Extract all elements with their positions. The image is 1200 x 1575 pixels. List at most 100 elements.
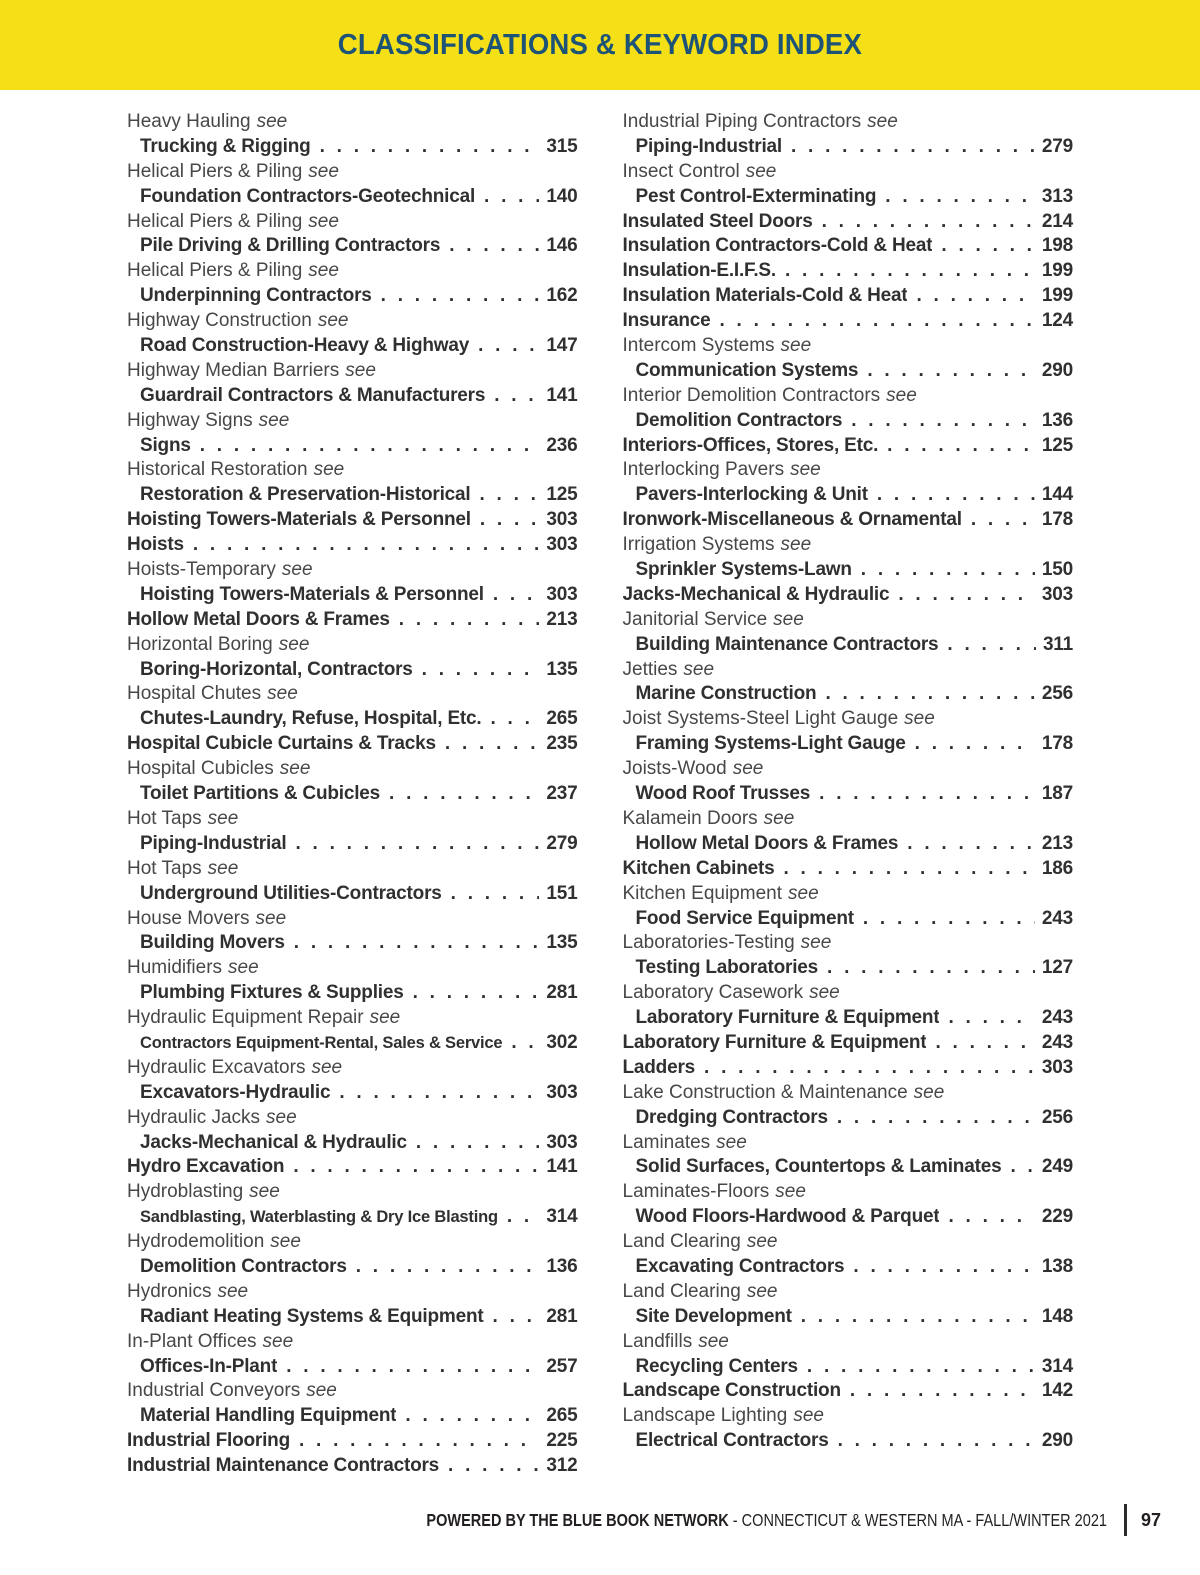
index-entry: Pest Control-Exterminating 313: [623, 186, 1074, 211]
index-cross-reference: Hot Taps see: [127, 858, 578, 883]
index-cross-reference: Kitchen Equipment see: [623, 883, 1074, 908]
dot-leader: [339, 1082, 539, 1104]
entry-label: Pavers-Interlocking & Unit: [635, 484, 868, 506]
term-label: Laminates-Floors: [622, 1181, 770, 1203]
index-cross-reference: Hydrodemolition see: [127, 1231, 578, 1256]
dot-leader: [478, 335, 539, 357]
entry-label: Ladders: [622, 1056, 696, 1078]
entry-label: Testing Laboratories: [635, 957, 819, 979]
dot-leader: [451, 883, 540, 905]
entry-label: Pest Control-Exterminating: [635, 185, 877, 207]
entry-label: Foundation Contractors-Geotechnical: [140, 185, 476, 207]
entry-label: Underpinning Contractors: [140, 285, 372, 307]
index-entry: Hoisting Towers-Materials & Personnel 303: [127, 584, 578, 609]
entry-label: Jacks-Mechanical & Hydraulic: [622, 583, 890, 605]
page-ref: 213: [546, 608, 578, 630]
page-ref: 151: [546, 882, 578, 904]
index-cross-reference: Irrigation Systems see: [623, 534, 1074, 559]
index-cross-reference: Hoists-Temporary see: [127, 559, 578, 584]
entry-label: Demolition Contractors: [140, 1255, 347, 1277]
page-ref: 303: [546, 583, 578, 605]
see-keyword: see: [278, 633, 310, 655]
see-keyword: see: [207, 807, 239, 829]
page-ref: 314: [1041, 1355, 1073, 1377]
dot-leader: [807, 1356, 1035, 1378]
dot-leader: [719, 310, 1034, 332]
see-keyword: see: [256, 111, 288, 132]
index-entry: Electrical Contractors 290: [623, 1430, 1074, 1455]
page-ref: 249: [1041, 1156, 1073, 1178]
term-label: Highway Median Barriers: [127, 359, 340, 381]
index-entry: Marine Construction 256: [623, 683, 1074, 708]
dot-leader: [791, 136, 1035, 158]
dot-leader: [493, 584, 540, 606]
entry-label: Hollow Metal Doors & Frames: [635, 832, 899, 854]
dot-leader: [293, 1156, 539, 1178]
index-cross-reference: Highway Median Barriers see: [127, 360, 578, 385]
index-entry: Sprinkler Systems-Lawn 150: [623, 559, 1074, 584]
see-keyword: see: [773, 608, 804, 630]
index-entry: Dredging Contractors 256: [623, 1107, 1074, 1132]
page-ref: 144: [1041, 484, 1073, 506]
index-cross-reference: Interior Demolition Contractors see: [623, 385, 1074, 410]
index-cross-reference: Industrial Conveyors see: [127, 1380, 578, 1405]
see-keyword: see: [913, 1081, 945, 1103]
index-cross-reference: House Movers see: [127, 908, 578, 933]
page-ref: 135: [546, 932, 578, 954]
dot-leader: [941, 235, 1035, 257]
page-title: CLASSIFICATIONS & KEYWORD INDEX: [337, 28, 863, 61]
index-entry: Building Maintenance Contractors 311: [623, 634, 1074, 659]
index-entry: Insulated Steel Doors 214: [623, 211, 1074, 236]
page-ref: 279: [1041, 135, 1073, 157]
page-ref: 147: [546, 335, 578, 357]
page-ref: 124: [1041, 310, 1073, 332]
page-ref: 213: [1041, 832, 1073, 854]
see-keyword: see: [775, 1181, 806, 1203]
entry-label: Trucking & Rigging: [140, 135, 311, 157]
dot-leader: [200, 435, 540, 457]
index-entry: Offices-In-Plant 257: [127, 1356, 578, 1381]
entry-label: Industrial Maintenance Contractors: [127, 1455, 440, 1477]
index-entry: Site Development 148: [623, 1306, 1074, 1331]
index-entry: Excavating Contractors 138: [623, 1256, 1074, 1281]
page-ref: 236: [546, 434, 578, 456]
dot-leader: [381, 285, 540, 307]
index-entry: Ladders 303: [623, 1057, 1074, 1082]
term-label: Hydroblasting: [127, 1181, 244, 1203]
page-footer: POWERED BY THE BLUE BOOK NETWORK - CONNE…: [0, 1498, 1200, 1542]
index-cross-reference: Laboratory Casework see: [623, 982, 1074, 1007]
page-ref: 162: [546, 285, 578, 307]
page-ref: 303: [546, 534, 578, 556]
index-cross-reference: Highway Signs see: [127, 410, 578, 435]
see-keyword: see: [281, 559, 313, 581]
dot-leader: [356, 1256, 540, 1278]
dot-leader: [449, 235, 539, 257]
dot-leader: [493, 1306, 540, 1328]
dot-leader: [784, 858, 1035, 880]
term-label: Hydraulic Jacks: [127, 1106, 261, 1128]
see-keyword: see: [308, 260, 339, 282]
page-ref: 199: [1041, 260, 1073, 282]
dot-leader: [413, 982, 540, 1004]
index-entry: Wood Floors-Hardwood & Parquet 229: [623, 1206, 1074, 1231]
term-label: Hydrodemolition: [127, 1231, 265, 1253]
index-cross-reference: Interlocking Pavers see: [623, 459, 1074, 484]
dot-leader: [294, 932, 540, 954]
index-entry: Boring-Horizontal, Contractors 135: [127, 659, 578, 684]
entry-label: Communication Systems: [635, 359, 859, 381]
page-ref: 303: [546, 1081, 578, 1103]
page-ref: 281: [546, 1305, 578, 1327]
see-keyword: see: [867, 111, 898, 132]
index-entry: Wood Roof Trusses 187: [623, 783, 1074, 808]
index-cross-reference: In-Plant Offices see: [127, 1331, 578, 1356]
index-entry: Contractors Equipment-Rental, Sales & Se…: [127, 1032, 578, 1057]
see-keyword: see: [800, 932, 832, 954]
see-keyword: see: [746, 1231, 778, 1253]
see-keyword: see: [311, 1056, 343, 1078]
entry-label: Insurance: [622, 310, 711, 332]
index-entry: Solid Surfaces, Countertops & Laminates 2…: [623, 1156, 1074, 1181]
index-entry: Piping-Industrial 279: [127, 833, 578, 858]
entry-label: Industrial Flooring: [127, 1430, 290, 1452]
dot-leader: [416, 1132, 540, 1154]
dot-leader: [286, 1356, 539, 1378]
